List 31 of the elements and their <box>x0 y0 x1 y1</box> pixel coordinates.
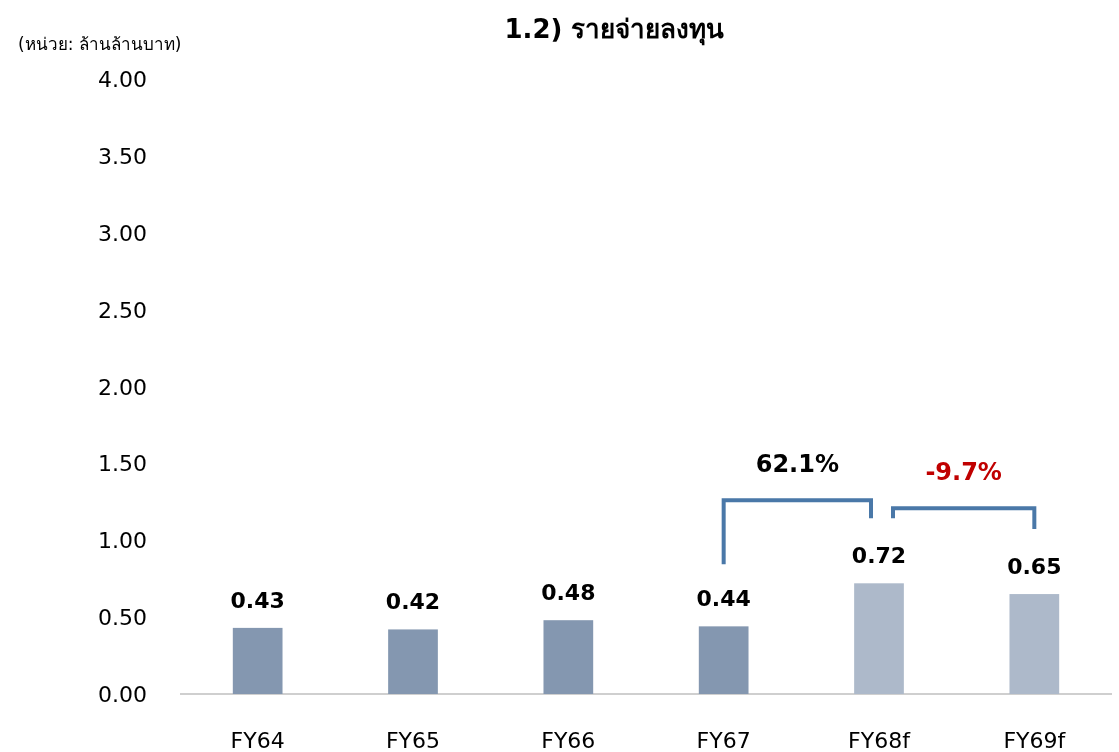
bar <box>854 583 904 694</box>
y-tick-label: 3.50 <box>98 143 147 169</box>
y-tick-label: 1.50 <box>98 451 147 477</box>
bar <box>698 626 749 694</box>
bar <box>232 627 283 694</box>
x-tick-label: FY68f <box>848 728 912 752</box>
annotation: -9.7% <box>925 458 1002 487</box>
bar <box>543 620 594 694</box>
y-tick-label: 1.00 <box>98 528 147 554</box>
data-label: 0.42 <box>385 589 441 615</box>
y-axis-title: (หน่วย: ล้านล้านบาท) <box>18 34 182 54</box>
x-tick-label: FY65 <box>385 728 441 752</box>
annotation: 62.1% <box>755 450 839 479</box>
x-tick-label: FY69f <box>1003 728 1067 752</box>
data-label: 0.43 <box>230 587 285 613</box>
x-tick-label: FY66 <box>541 728 596 752</box>
data-label: 0.72 <box>851 543 907 569</box>
x-tick-label: FY64 <box>230 728 285 752</box>
y-tick-label: 2.00 <box>98 374 147 400</box>
data-label: 0.48 <box>541 580 596 606</box>
y-tick-label: 0.00 <box>98 682 147 707</box>
bar <box>1009 594 1060 694</box>
y-tick-label: 4.00 <box>98 67 147 92</box>
x-tick-label: FY67 <box>696 728 751 752</box>
bar <box>388 629 438 694</box>
y-tick-label: 2.50 <box>98 297 147 323</box>
y-tick-label: 0.50 <box>98 605 147 631</box>
y-tick-label: 3.00 <box>98 220 147 246</box>
chart-title: 1.2) รายจ่ายลงทุน <box>504 14 725 46</box>
data-label: 0.44 <box>696 586 751 612</box>
data-label: 0.65 <box>1007 554 1062 580</box>
